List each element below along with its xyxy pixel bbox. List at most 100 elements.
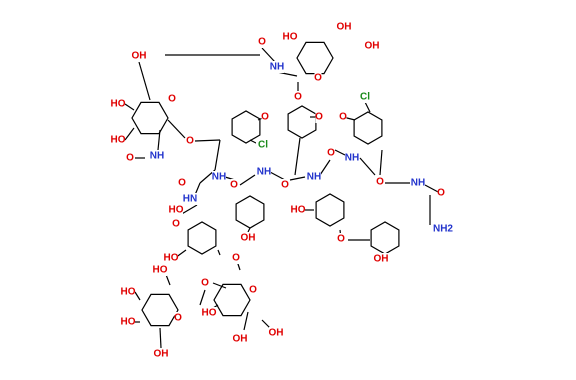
label-background <box>291 204 305 216</box>
label-background <box>168 93 176 105</box>
atom-label: NH2 <box>433 224 453 235</box>
ring <box>131 101 169 135</box>
atom-label: HO <box>202 308 217 319</box>
atom-label: HO <box>153 265 168 276</box>
bond <box>167 119 186 139</box>
label-background <box>201 277 209 289</box>
label-background <box>232 252 240 264</box>
ring <box>235 195 265 229</box>
label-background <box>154 348 168 360</box>
ring <box>353 111 383 145</box>
atom-label: NH <box>212 172 226 183</box>
atom-label: OH <box>337 22 352 33</box>
bond <box>261 47 276 63</box>
atom-label: O <box>168 94 176 105</box>
label-background <box>183 193 197 205</box>
atom-label: HO <box>111 99 126 110</box>
ring <box>315 193 345 227</box>
ring <box>296 41 334 75</box>
bond <box>239 174 256 186</box>
atom-label: NH <box>270 62 284 73</box>
atom-label: O <box>186 136 194 147</box>
label-background <box>258 36 266 48</box>
atom-label: O <box>126 153 134 164</box>
label-background <box>202 307 216 319</box>
label-background <box>164 252 178 264</box>
label-background <box>178 177 186 189</box>
atom-label: Cl <box>258 140 268 151</box>
label-background <box>169 204 183 216</box>
atom-label: NH <box>150 151 164 162</box>
bond <box>364 101 371 113</box>
label-background <box>186 135 194 147</box>
label-background <box>174 312 182 324</box>
label-background <box>256 139 270 151</box>
bond <box>159 327 162 349</box>
label-background <box>153 264 167 276</box>
bond <box>359 157 376 176</box>
label-background <box>212 171 226 183</box>
label-background <box>294 91 302 103</box>
bond <box>194 139 221 142</box>
label-background <box>307 171 321 183</box>
atom-label: NH <box>411 178 425 189</box>
label-background <box>121 316 135 328</box>
ring <box>231 110 261 144</box>
atom-label: OH <box>269 328 284 339</box>
bond <box>294 137 301 176</box>
atom-label: O <box>201 278 209 289</box>
label-background <box>432 223 454 235</box>
ring <box>287 105 317 139</box>
bond <box>269 171 286 181</box>
label-background <box>374 253 388 265</box>
bond <box>199 289 206 306</box>
label-background <box>345 152 359 164</box>
atom-label: HO <box>283 32 298 43</box>
label-background <box>261 111 269 123</box>
label-background <box>249 284 257 296</box>
label-background <box>365 40 379 52</box>
atom-label: O <box>281 180 289 191</box>
atom-label: NH <box>307 172 321 183</box>
atom-label: OH <box>374 254 389 265</box>
bond <box>247 227 251 233</box>
bond <box>319 159 331 176</box>
label-background <box>150 150 164 162</box>
ring <box>370 221 400 255</box>
label-background <box>126 152 134 164</box>
ring <box>213 283 251 317</box>
label-background <box>411 177 425 189</box>
label-background <box>257 166 271 178</box>
atom-label: O <box>314 73 322 84</box>
atom-label: O <box>249 285 257 296</box>
atom-label: O <box>376 177 384 188</box>
atom-label: O <box>178 178 186 189</box>
atom-label: HO <box>121 287 136 298</box>
label-background <box>283 31 297 43</box>
label-background <box>233 333 247 345</box>
atom-label: O <box>327 148 335 159</box>
bond <box>334 149 346 156</box>
atom-label: O <box>294 92 302 103</box>
bond <box>243 311 249 331</box>
bond <box>289 176 306 181</box>
bond <box>124 103 135 111</box>
label-background <box>315 111 323 123</box>
label-background <box>172 218 180 230</box>
label-background <box>337 21 351 33</box>
bond <box>379 149 383 176</box>
atom-label: O <box>172 219 180 230</box>
label-background <box>111 134 125 146</box>
bond <box>217 249 221 256</box>
atom-label: O <box>230 180 238 191</box>
label-background <box>314 72 322 84</box>
ring <box>187 221 217 255</box>
label-background <box>269 327 283 339</box>
label-background <box>339 111 347 123</box>
label-background <box>327 147 335 159</box>
ring <box>141 293 179 327</box>
bond <box>134 291 141 301</box>
atom-label: O <box>261 112 269 123</box>
bond <box>214 139 221 171</box>
